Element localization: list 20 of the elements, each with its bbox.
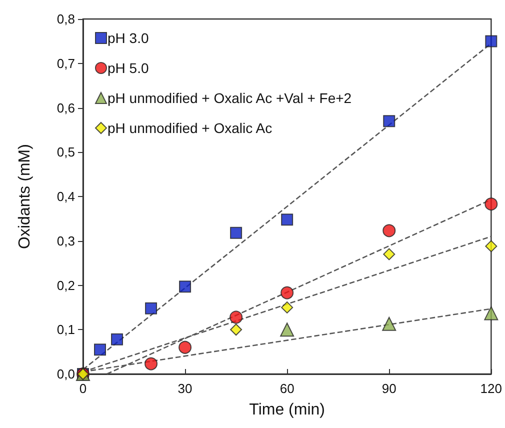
y-tick-label: 0,7 [56,56,75,71]
legend-label: pH unmodified + Oxalic Ac [108,120,272,136]
x-tick-label: 30 [178,381,192,396]
y-tick-label: 0,6 [56,100,75,116]
x-tick-label: 90 [382,381,396,396]
x-axis-title: Time (min) [249,402,325,418]
y-tick-label: 0,4 [56,189,75,204]
y-tick-label: 0,5 [56,144,75,160]
legend-label: pH 5.0 [108,60,149,76]
y-tick-label: 0,3 [56,233,75,248]
y-axis-title: Oxidants (mM) [16,144,34,249]
legend-label: pH 3.0 [108,30,149,46]
y-tick-label: 0,1 [56,322,75,338]
y-tick-label: 0,8 [56,12,75,26]
x-tick-label: 0 [79,381,87,396]
legend-label: pH unmodified + Oxalic Ac +Val + Fe+2 [108,90,352,106]
y-tick-label: 0,2 [56,278,75,293]
x-tick-label: 120 [480,381,502,396]
y-tick-label: 0,0 [56,366,75,382]
x-tick-label: 60 [280,381,294,396]
